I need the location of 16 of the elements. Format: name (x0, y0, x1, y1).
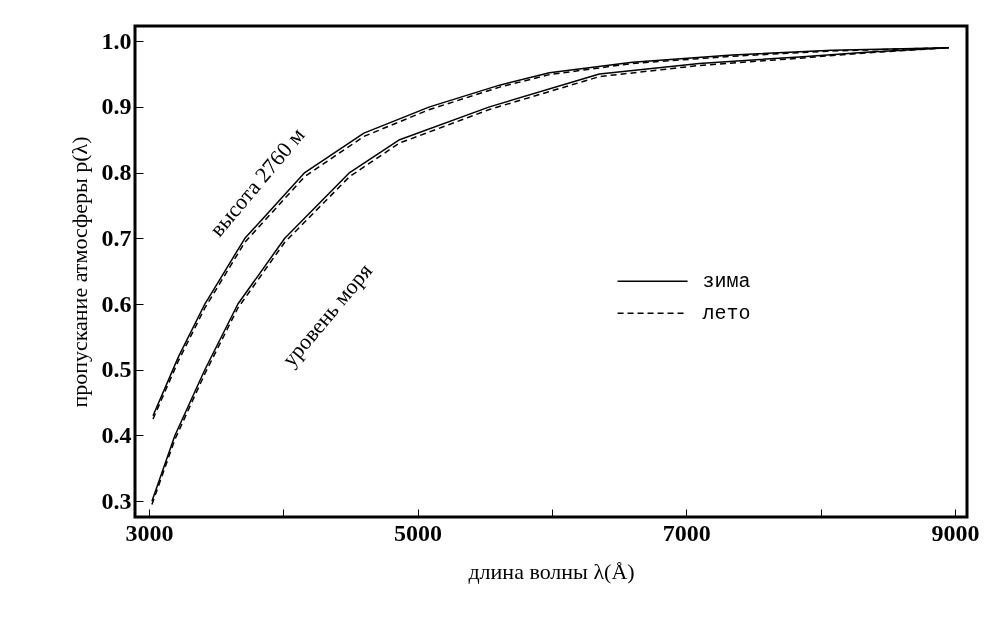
y-tick-label: 0.7 (101, 224, 132, 251)
y-tick-label: 0.4 (101, 422, 132, 448)
x-tick-label: 7000 (662, 519, 711, 546)
y-tick-label: 1.0 (101, 27, 132, 54)
y-tick-label: 0.6 (101, 290, 132, 317)
y-axis-title: пропускание атмосферы p(λ) (66, 136, 92, 408)
x-tick-label: 9000 (931, 519, 980, 546)
legend-label: лето (702, 302, 751, 326)
x-tick-label: 5000 (394, 519, 443, 546)
x-axis-title: длина волны λ(Å) (468, 558, 635, 584)
y-tick-label: 0.3 (101, 487, 132, 514)
y-tick-label: 0.5 (101, 356, 132, 383)
legend-label: зима (702, 270, 751, 294)
y-tick-label: 0.9 (101, 93, 132, 120)
x-tick-label: 3000 (125, 519, 174, 546)
y-tick-label: 0.8 (101, 159, 132, 186)
